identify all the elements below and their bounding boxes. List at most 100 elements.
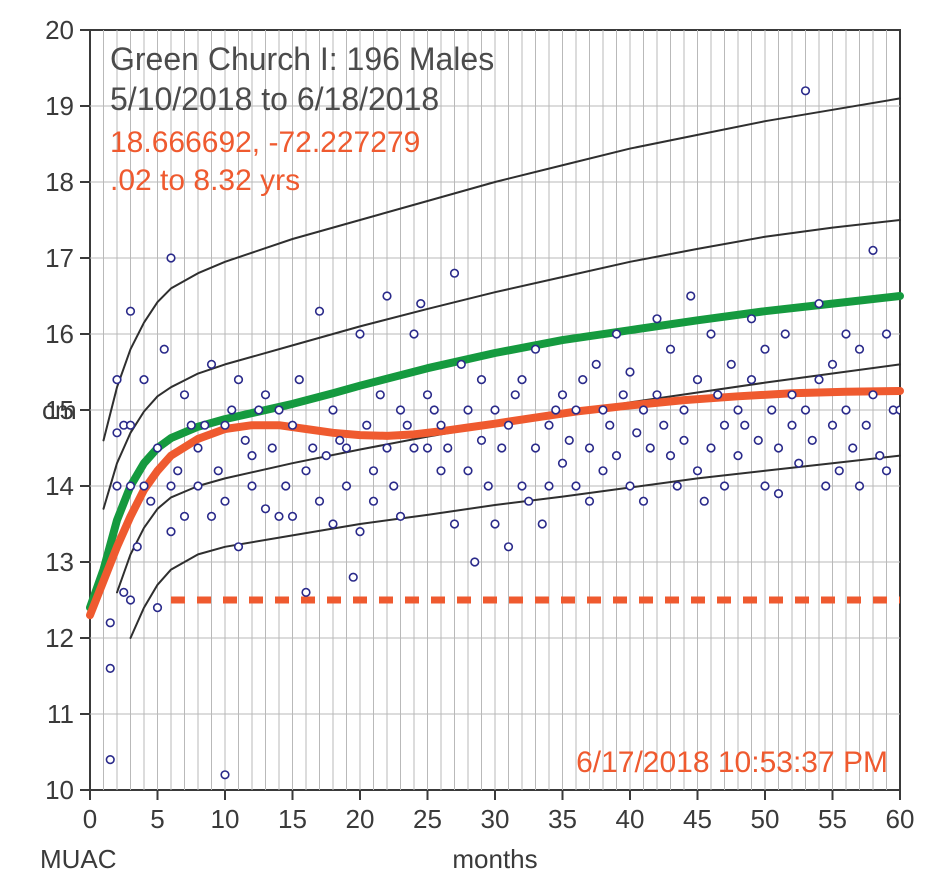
- data-point: [626, 368, 634, 376]
- x-tick-label: 40: [616, 804, 645, 834]
- data-point: [349, 573, 357, 581]
- x-tick-label: 35: [548, 804, 577, 834]
- data-point: [646, 444, 654, 452]
- data-point: [221, 497, 229, 505]
- data-point: [106, 665, 114, 673]
- data-point: [106, 756, 114, 764]
- data-point: [451, 269, 459, 277]
- data-point: [356, 528, 364, 536]
- annotation-line: 18.666692, -72.227279: [110, 126, 420, 159]
- data-point: [491, 520, 499, 528]
- data-point: [336, 437, 344, 445]
- x-tick-label: 60: [886, 804, 915, 834]
- data-point: [592, 361, 600, 369]
- data-point: [147, 497, 155, 505]
- data-point: [640, 497, 648, 505]
- data-point: [525, 497, 533, 505]
- data-point: [113, 376, 121, 384]
- data-point: [302, 467, 310, 475]
- data-point: [781, 330, 789, 338]
- data-point: [579, 376, 587, 384]
- x-tick-label: 0: [83, 804, 97, 834]
- data-point: [248, 452, 256, 460]
- data-point: [613, 452, 621, 460]
- data-point: [221, 771, 229, 779]
- data-point: [120, 589, 128, 597]
- x-tick-label: 5: [150, 804, 164, 834]
- chart-container: 0510152025303540455055601011121314151617…: [0, 0, 937, 891]
- data-point: [174, 467, 182, 475]
- data-point: [370, 497, 378, 505]
- data-point: [491, 406, 499, 414]
- data-point: [275, 406, 283, 414]
- data-point: [309, 444, 317, 452]
- data-point: [390, 482, 398, 490]
- data-point: [829, 361, 837, 369]
- data-point: [302, 589, 310, 597]
- data-point: [748, 376, 756, 384]
- data-point: [714, 391, 722, 399]
- x-tick-label: 10: [211, 804, 240, 834]
- data-point: [464, 467, 472, 475]
- data-point: [565, 437, 573, 445]
- data-point: [235, 543, 243, 551]
- data-point: [856, 345, 864, 353]
- data-point: [835, 467, 843, 475]
- data-point: [127, 596, 135, 604]
- data-point: [167, 482, 175, 490]
- data-point: [586, 444, 594, 452]
- data-point: [343, 482, 351, 490]
- data-point: [849, 444, 857, 452]
- chart-title-line: Green Church I: 196 Males: [110, 41, 494, 77]
- data-point: [268, 444, 276, 452]
- data-point: [532, 345, 540, 353]
- data-point: [707, 330, 715, 338]
- data-point: [842, 330, 850, 338]
- x-tick-label: 55: [818, 804, 847, 834]
- y-tick-label: 11: [47, 699, 74, 729]
- x-tick-label: 15: [278, 804, 307, 834]
- data-point: [282, 482, 290, 490]
- data-point: [424, 391, 432, 399]
- data-point: [505, 421, 513, 429]
- data-point: [444, 444, 452, 452]
- data-point: [154, 444, 162, 452]
- chart-title-line: 5/10/2018 to 6/18/2018: [110, 81, 439, 117]
- data-point: [619, 391, 627, 399]
- data-point: [505, 543, 513, 551]
- data-point: [498, 444, 506, 452]
- data-point: [869, 391, 877, 399]
- data-point: [599, 406, 607, 414]
- data-point: [788, 421, 796, 429]
- data-point: [322, 452, 330, 460]
- data-point: [376, 391, 384, 399]
- data-point: [451, 520, 459, 528]
- data-point: [397, 513, 405, 521]
- data-point: [410, 444, 418, 452]
- y-tick-label: 14: [45, 471, 74, 501]
- data-point: [532, 444, 540, 452]
- muac-chart-svg: 0510152025303540455055601011121314151617…: [0, 0, 937, 891]
- data-point: [876, 452, 884, 460]
- data-point: [511, 391, 519, 399]
- data-point: [754, 437, 762, 445]
- data-point: [572, 482, 580, 490]
- data-point: [464, 406, 472, 414]
- data-point: [127, 307, 135, 315]
- data-point: [700, 497, 708, 505]
- data-point: [316, 497, 324, 505]
- data-point: [410, 330, 418, 338]
- data-point: [613, 330, 621, 338]
- corner-label: MUAC: [40, 844, 117, 874]
- y-tick-label: 13: [45, 547, 74, 577]
- data-point: [478, 437, 486, 445]
- data-point: [653, 315, 661, 323]
- data-point: [518, 376, 526, 384]
- data-point: [687, 292, 695, 300]
- data-point: [140, 376, 148, 384]
- data-point: [275, 513, 283, 521]
- x-tick-label: 30: [481, 804, 510, 834]
- data-point: [262, 391, 270, 399]
- data-point: [802, 87, 810, 95]
- data-point: [586, 497, 594, 505]
